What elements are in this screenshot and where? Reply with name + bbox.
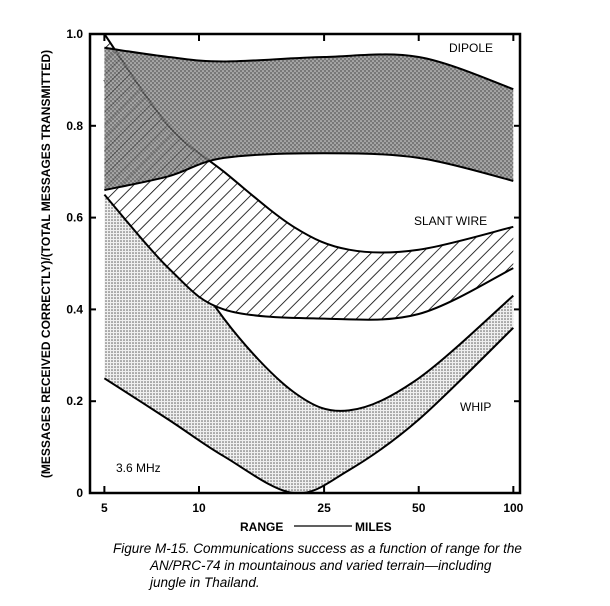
x-tick-label: 5: [101, 501, 108, 515]
x-tick-label: 50: [412, 501, 426, 515]
series-lower-line-dipole: [104, 152, 514, 192]
series-label-whip: WHIP: [460, 400, 491, 414]
y-tick-label: 0.6: [66, 211, 83, 225]
x-tick-label: 100: [503, 501, 523, 515]
y-axis-label: (MESSAGES RECEIVED CORRECTLY)/(TOTAL MES…: [39, 50, 53, 478]
x-tick-label: 25: [317, 501, 331, 515]
x-tick-label: 10: [192, 501, 206, 515]
y-tick-label: 1.0: [66, 27, 83, 41]
series-lower-line-slant-wire: [103, 193, 514, 321]
series-band-whip: [104, 79, 514, 493]
y-tick-label: 0: [76, 486, 83, 500]
series-band-slant-wire: [104, 34, 514, 320]
series-upper-line-dipole: [104, 46, 514, 91]
series-label-slant-wire: SLANT WIRE: [414, 214, 487, 228]
series-lower-line-whip: [103, 327, 514, 493]
series-layer: [103, 34, 514, 493]
y-tick-label: 0.2: [66, 394, 83, 408]
chart: 5 10 25 50 100 0 0.2 0.4 0.6 0.8 1.0 DIPOLE SLANT …: [39, 27, 524, 534]
frequency-annotation: 3.6 MHz: [116, 461, 161, 475]
x-axis-label-range: RANGE: [240, 520, 283, 534]
y-tick-label: 0.4: [66, 302, 83, 316]
x-axis-label-miles: MILES: [355, 520, 392, 534]
caption-line-1: Figure M-15. Communications success as a…: [113, 541, 522, 556]
y-tick-label: 0.8: [66, 119, 83, 133]
caption-line-3: jungle in Thailand.: [150, 575, 260, 590]
series-band-dipole: [104, 47, 514, 191]
caption-line-2: AN/PRC-74 in mountainous and varied terr…: [150, 558, 492, 573]
series-label-dipole: DIPOLE: [449, 41, 493, 55]
plot-frame: [88, 32, 522, 495]
ticks-layer: 5 10 25 50 100 0 0.2 0.4 0.6 0.8 1.0: [66, 27, 523, 515]
